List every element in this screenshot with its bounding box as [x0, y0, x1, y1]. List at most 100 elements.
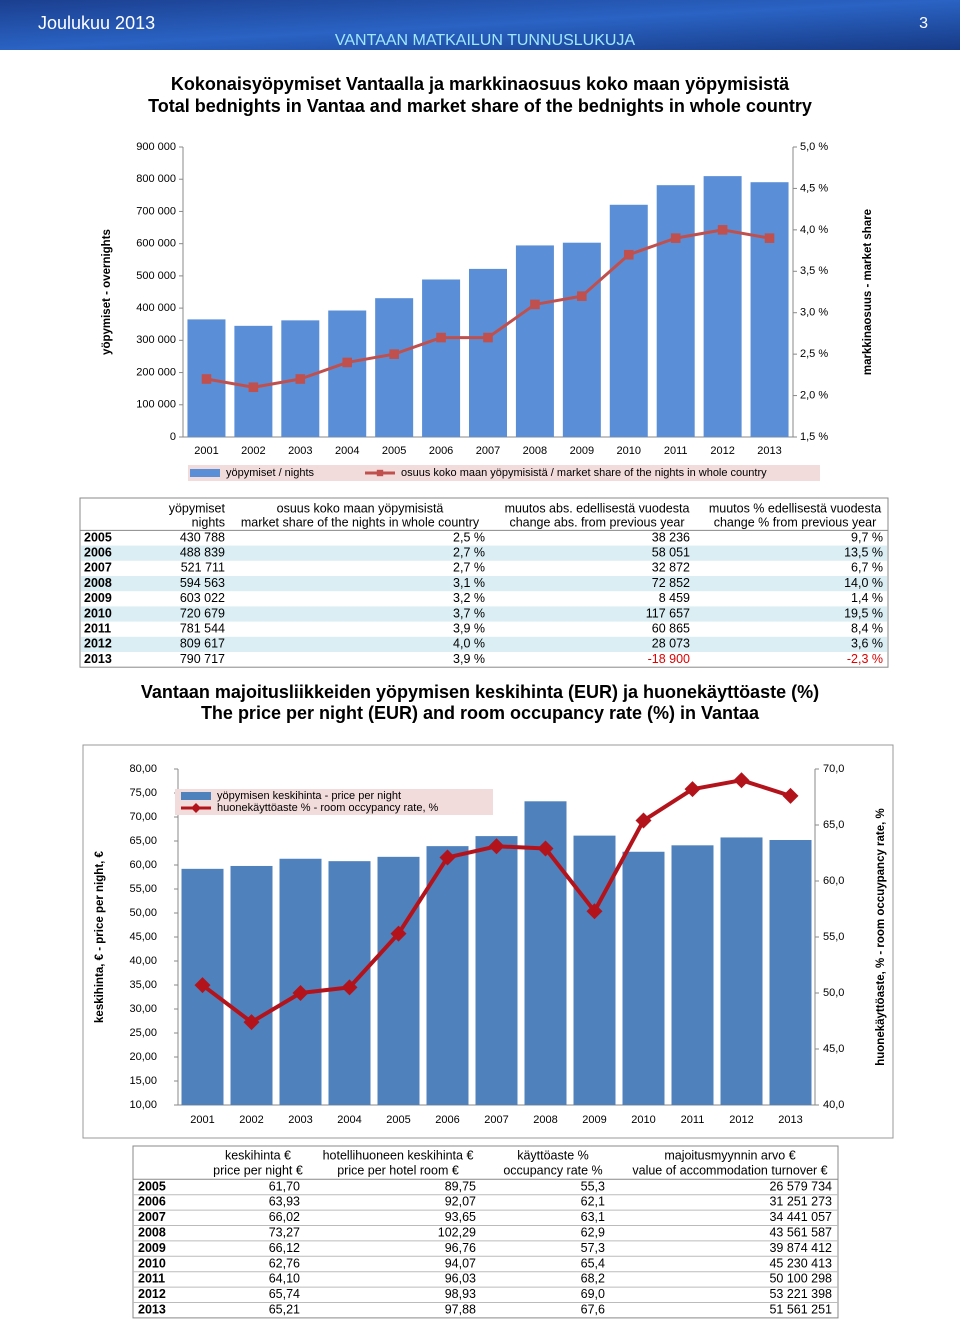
bar	[562, 242, 601, 437]
table-cell: 62,76	[269, 1256, 300, 1270]
y2-tick-label: 1,5 %	[800, 431, 828, 443]
y-tick-label: 25,00	[129, 1027, 157, 1039]
y-tick-label: 75,00	[129, 787, 157, 799]
y-tick-label: 300 000	[136, 334, 176, 346]
table-header: muutos % edellisestä vuodesta	[709, 501, 881, 515]
x-tick-label: 2008	[523, 445, 547, 457]
table-row-stripe	[81, 636, 887, 652]
bar	[279, 858, 322, 1105]
table-header: value of accommodation turnover €	[632, 1163, 827, 1177]
table-cell: 3,6 %	[851, 637, 883, 651]
table-row-stripe	[81, 576, 887, 592]
y-tick-label: 80,00	[129, 763, 157, 775]
x-tick-label: 2001	[194, 445, 218, 457]
table-cell: 790 717	[180, 652, 225, 666]
table-cell: -18 900	[648, 652, 690, 666]
table-cell: 62,1	[581, 1195, 605, 1209]
table-cell: 69,0	[581, 1287, 605, 1301]
chart-frame	[82, 744, 894, 1139]
y-tick-label: 15,00	[129, 1075, 157, 1087]
y-tick-label: 600 000	[136, 238, 176, 250]
header-banner	[0, 0, 960, 50]
line-marker	[248, 382, 259, 393]
table-cell: 9,7 %	[851, 530, 883, 544]
table-cell: 4,0 %	[453, 637, 485, 651]
line-marker	[586, 903, 603, 920]
row-year: 2011	[138, 1272, 165, 1286]
row-year: 2012	[84, 637, 112, 651]
table-cell: 89,75	[445, 1179, 476, 1193]
table-header: change % from previous year	[714, 515, 877, 529]
line-marker	[483, 332, 493, 343]
x-tick-label: 2003	[288, 1114, 312, 1126]
line-marker	[292, 985, 309, 1001]
table-cell: 34 441 057	[769, 1210, 832, 1224]
x-tick-label: 2013	[757, 445, 781, 457]
table-cell: 809 617	[180, 637, 225, 651]
line-marker	[623, 249, 634, 260]
table-cell: 50 100 298	[769, 1272, 832, 1286]
header-subtitle: VANTAAN MATKAILUN TUNNUSLUKUJA	[335, 32, 636, 49]
table-header: price per hotel room €	[337, 1163, 459, 1177]
table-cell: 1,4 %	[851, 591, 883, 605]
line-marker	[201, 374, 212, 384]
row-year: 2009	[138, 1241, 166, 1255]
x-tick-label: 2009	[582, 1114, 606, 1126]
table-header: osuus koko maan yöpymisistä	[277, 501, 444, 515]
bar	[769, 839, 812, 1105]
table-cell: 781 544	[180, 621, 225, 635]
row-year: 2011	[84, 621, 111, 635]
row-year: 2005	[84, 530, 112, 544]
row-year: 2010	[138, 1256, 166, 1270]
chart-title: Kokonaisyöpymiset Vantaalla ja markkinao…	[171, 74, 790, 94]
table-cell: 96,03	[445, 1272, 476, 1286]
x-tick-label: 2002	[239, 1114, 263, 1126]
table-cell: 3,7 %	[453, 606, 485, 620]
x-tick-label: 2006	[435, 1114, 459, 1126]
y-tick-label: 55,00	[129, 883, 157, 895]
line-marker	[764, 233, 775, 243]
table-cell: 3,9 %	[453, 621, 485, 635]
row-year: 2008	[84, 576, 112, 590]
table-header: hotellihuoneen keskihinta €	[323, 1148, 474, 1162]
x-tick-label: 2002	[241, 445, 265, 457]
line-marker	[684, 781, 701, 798]
table-cell: 97,88	[445, 1302, 476, 1316]
y-axis-title: keskihinta, € - price per night, €	[94, 850, 106, 1023]
x-tick-label: 2004	[337, 1114, 361, 1126]
table-cell: 93,65	[445, 1210, 476, 1224]
table-cell: 2,7 %	[453, 561, 485, 575]
table-header: nights	[192, 515, 225, 529]
bar	[609, 204, 648, 437]
table-header: market share of the nights in whole coun…	[241, 515, 480, 529]
row-year: 2006	[138, 1195, 166, 1209]
line-marker	[439, 849, 456, 866]
y-tick-label: 10,00	[129, 1099, 157, 1111]
y2-axis-title: huonekäyttöaste, % - room occuypancy rat…	[875, 808, 887, 1066]
table-cell: 45 230 413	[769, 1256, 832, 1270]
y-tick-label: 40,00	[129, 955, 157, 967]
row-year: 2010	[84, 606, 112, 620]
table-cell: 31 251 273	[769, 1195, 832, 1209]
bar	[234, 325, 273, 437]
y2-tick-label: 55,0	[823, 931, 844, 943]
table-cell: 26 579 734	[769, 1179, 832, 1193]
legend-box	[175, 789, 493, 815]
page-number: 3	[919, 15, 928, 32]
legend-label: yöpymisen keskihinta - price per night	[217, 790, 401, 802]
chart-title: Vantaan majoitusliikkeiden yöpymisen kes…	[141, 682, 819, 702]
table-cell: 53 221 398	[769, 1287, 832, 1301]
x-tick-label: 2004	[335, 445, 359, 457]
x-tick-label: 2011	[664, 445, 688, 457]
table-cell: 63,1	[581, 1210, 605, 1224]
table-cell: 63,93	[269, 1195, 300, 1209]
table-header: keskihinta €	[225, 1148, 291, 1162]
y-tick-label: 900 000	[136, 141, 176, 153]
line-marker	[436, 332, 446, 343]
line-marker	[243, 1014, 260, 1031]
table-cell: 39 874 412	[769, 1241, 832, 1255]
table-cell: 19,5 %	[844, 606, 883, 620]
y2-tick-label: 45,0	[823, 1043, 844, 1055]
bar	[515, 245, 554, 437]
table-cell: 67,6	[581, 1302, 605, 1316]
